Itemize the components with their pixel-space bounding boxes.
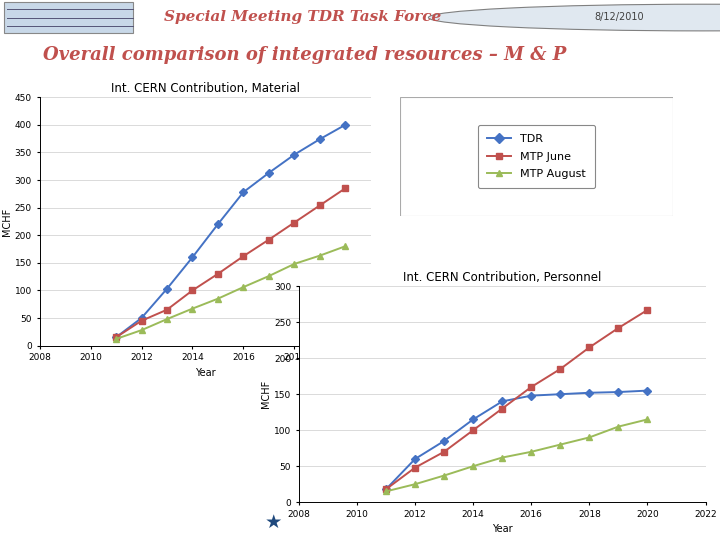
Text: Overall comparison of integrated resources – M & P: Overall comparison of integrated resourc… [43,46,567,64]
Title: Int. CERN Contribution, Material: Int. CERN Contribution, Material [111,82,300,94]
Line: TDR: TDR [113,122,348,340]
TDR [315,136,324,143]
MTP June [556,366,564,372]
MTP August [643,416,652,423]
TDR [341,122,350,128]
TDR [290,151,299,158]
MTP June [614,325,623,331]
MTP June [440,449,449,455]
MTP June [264,237,273,243]
MTP August [527,449,536,455]
MTP August [214,295,222,302]
MTP June [239,253,248,259]
MTP August [138,327,146,333]
Title: Int. CERN Contribution, Personnel: Int. CERN Contribution, Personnel [403,271,601,284]
MTP June [382,486,390,492]
MTP August [239,284,248,291]
MTP August [556,441,564,448]
Text: 8/12/2010: 8/12/2010 [595,12,644,22]
TDR [410,456,419,462]
Line: MTP August: MTP August [383,417,650,494]
MTP June [214,271,222,277]
MTP June [585,344,594,350]
TDR [112,334,120,341]
TDR [264,170,273,176]
MTP June [643,307,652,313]
MTP August [290,261,299,267]
TDR [556,391,564,397]
Text: ★: ★ [265,513,282,532]
Line: MTP August: MTP August [113,244,348,342]
Line: MTP June: MTP June [113,186,348,340]
MTP August [112,336,120,342]
Legend: TDR, MTP June, MTP August: TDR, MTP June, MTP August [478,125,595,188]
MTP August [163,316,171,322]
TDR [382,486,390,492]
TDR [440,438,449,444]
MTP August [410,481,419,488]
TDR [643,387,652,394]
MTP August [469,463,477,469]
Y-axis label: MCHF: MCHF [2,207,12,235]
X-axis label: Year: Year [492,524,513,535]
TDR [469,416,477,423]
Line: MTP June: MTP June [383,307,650,492]
TDR [138,315,146,321]
MTP August [315,252,324,259]
TDR [614,389,623,395]
TDR [498,398,507,404]
MTP August [440,472,449,479]
TDR [163,286,171,292]
X-axis label: Year: Year [195,368,215,378]
MTP August [614,423,623,430]
MTP June [469,427,477,434]
MTP June [498,406,507,412]
TDR [214,221,222,227]
TDR [188,254,197,260]
MTP August [382,488,390,495]
MTP June [188,287,197,294]
Bar [4,2,133,33]
MTP June [527,384,536,390]
MTP June [341,185,350,192]
MTP August [188,306,197,312]
MTP August [498,454,507,461]
MTP June [138,318,146,324]
MTP August [341,243,350,249]
MTP June [315,202,324,208]
MTP August [585,434,594,441]
MTP August [264,273,273,279]
Y-axis label: MCHF: MCHF [261,380,271,408]
TDR [527,393,536,399]
TDR [585,389,594,396]
TDR [239,189,248,195]
Text: Special Meeting TDR Task Force: Special Meeting TDR Task Force [163,10,441,24]
Circle shape [428,4,720,31]
MTP June [163,307,171,313]
MTP June [410,464,419,471]
MTP June [290,219,299,226]
MTP June [112,334,120,341]
Line: TDR: TDR [383,388,650,492]
